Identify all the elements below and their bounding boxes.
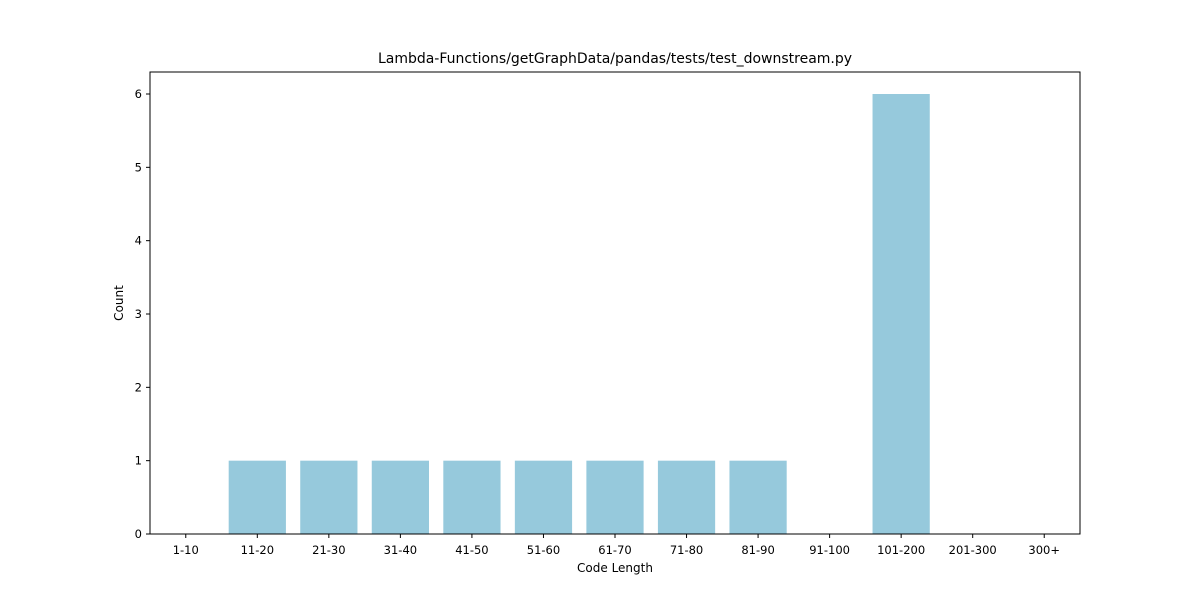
x-tick-label: 41-50 bbox=[455, 543, 488, 557]
bar-31-40 bbox=[371, 460, 429, 534]
x-axis: 1-10 11-20 21-30 31-40 41-50 51-60 61-70 71-80 8… bbox=[173, 534, 1060, 557]
bar-11-20 bbox=[228, 460, 286, 534]
bar-21-30 bbox=[300, 460, 358, 534]
bar-71-80 bbox=[657, 460, 716, 534]
y-tick-label: 2 bbox=[135, 380, 142, 394]
x-tick-label: 31-40 bbox=[384, 543, 417, 557]
bar-61-70 bbox=[586, 460, 644, 534]
y-tick-label: 1 bbox=[135, 454, 142, 468]
x-tick-label: 11-20 bbox=[241, 543, 274, 557]
x-tick-label: 1-10 bbox=[173, 543, 199, 557]
x-tick-label: 71-80 bbox=[670, 543, 703, 557]
x-tick-label: 51-60 bbox=[527, 543, 560, 557]
chart-title: Lambda-Functions/getGraphData/pandas/tes… bbox=[378, 51, 852, 67]
x-tick-label: 101-200 bbox=[877, 543, 925, 557]
x-tick-label: 300+ bbox=[1028, 543, 1060, 557]
bar-51-60 bbox=[514, 460, 573, 534]
y-axis: 0 1 2 3 4 5 6 bbox=[135, 87, 150, 541]
bar-41-50 bbox=[443, 460, 501, 534]
x-axis-label: Code Length bbox=[577, 561, 653, 575]
y-axis-label: Count bbox=[112, 285, 126, 321]
bars-group bbox=[228, 94, 930, 534]
y-tick-label: 4 bbox=[135, 234, 142, 248]
x-tick-label: 201-300 bbox=[949, 543, 997, 557]
x-tick-label: 91-100 bbox=[809, 543, 850, 557]
y-tick-label: 3 bbox=[135, 307, 142, 321]
y-tick-label: 6 bbox=[135, 87, 142, 101]
bar-81-90 bbox=[729, 460, 787, 534]
y-tick-label: 5 bbox=[135, 160, 142, 174]
y-tick-label: 0 bbox=[135, 527, 142, 541]
x-tick-label: 21-30 bbox=[312, 543, 345, 557]
bar-101-200 bbox=[872, 94, 930, 534]
x-tick-label: 61-70 bbox=[598, 543, 631, 557]
x-tick-label: 81-90 bbox=[741, 543, 774, 557]
